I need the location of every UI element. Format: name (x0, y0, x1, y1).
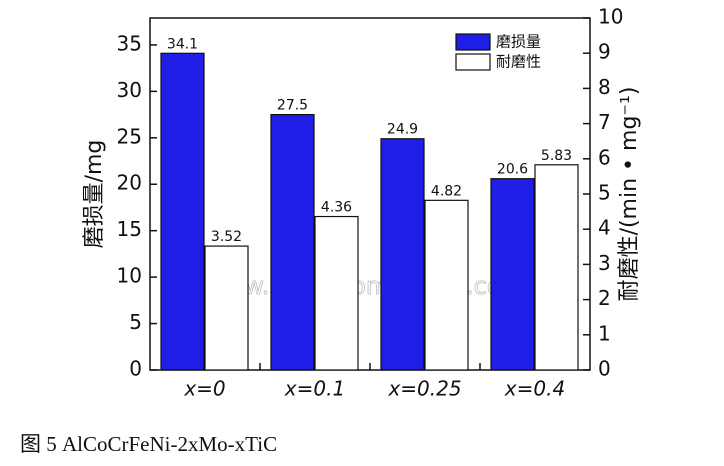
x-tick-label: x=0.1 (284, 377, 345, 401)
bar (380, 138, 425, 371)
y2-tick-label: 8 (598, 75, 611, 99)
legend-swatch (455, 53, 491, 71)
y2-tick-label: 0 (598, 357, 611, 381)
value-label: 4.36 (321, 200, 352, 216)
bar (424, 199, 469, 371)
legend-swatch (455, 33, 491, 51)
y2-tick-label: 7 (598, 110, 611, 134)
y-tick-label: 30 (117, 78, 142, 102)
x-tick-label: x=0.25 (387, 377, 461, 401)
value-label: 5.83 (541, 148, 572, 164)
y2-tick-label: 5 (598, 181, 611, 205)
y2-tick-label: 4 (598, 216, 611, 240)
value-label: 27.5 (277, 98, 308, 114)
bar (160, 52, 205, 371)
y2-tick-label: 2 (598, 286, 611, 310)
value-label: 24.9 (387, 122, 418, 138)
legend-label: 磨损量 (496, 33, 541, 51)
bar (270, 113, 315, 371)
y-tick-label: 5 (129, 310, 142, 334)
y-tick-label: 10 (117, 264, 142, 288)
value-label: 20.6 (497, 162, 528, 178)
y-tick-label: 35 (117, 31, 142, 55)
bar (534, 164, 579, 371)
bar (314, 215, 359, 371)
legend-label: 耐磨性 (496, 53, 541, 71)
y2-tick-label: 3 (598, 251, 611, 275)
value-label: 34.1 (167, 36, 198, 52)
y-tick-label: 0 (129, 357, 142, 381)
y-axis-label: 磨损量/mg (82, 140, 107, 249)
caption: 图 5 AlCoCrFeNi-2xMo-xTiC (20, 432, 277, 456)
x-tick-label: x=0.4 (504, 377, 565, 401)
value-label: 3.52 (211, 229, 242, 245)
y2-tick-label: 9 (598, 40, 611, 64)
y-tick-label: 20 (117, 171, 142, 195)
value-label: 4.82 (431, 183, 462, 199)
bar (490, 178, 535, 371)
bar (204, 245, 249, 371)
y2-tick-label: 6 (598, 145, 611, 169)
y2-tick-label: 1 (598, 321, 611, 345)
y2-axis-label: 耐磨性/(min • mg⁻¹) (617, 87, 642, 302)
watermark: www.satnanomaterial.com (205, 272, 525, 300)
y2-tick-label: 10 (598, 5, 623, 29)
y-tick-label: 25 (117, 124, 142, 148)
x-tick-label: x=0 (183, 377, 225, 401)
y-tick-label: 15 (117, 217, 142, 241)
